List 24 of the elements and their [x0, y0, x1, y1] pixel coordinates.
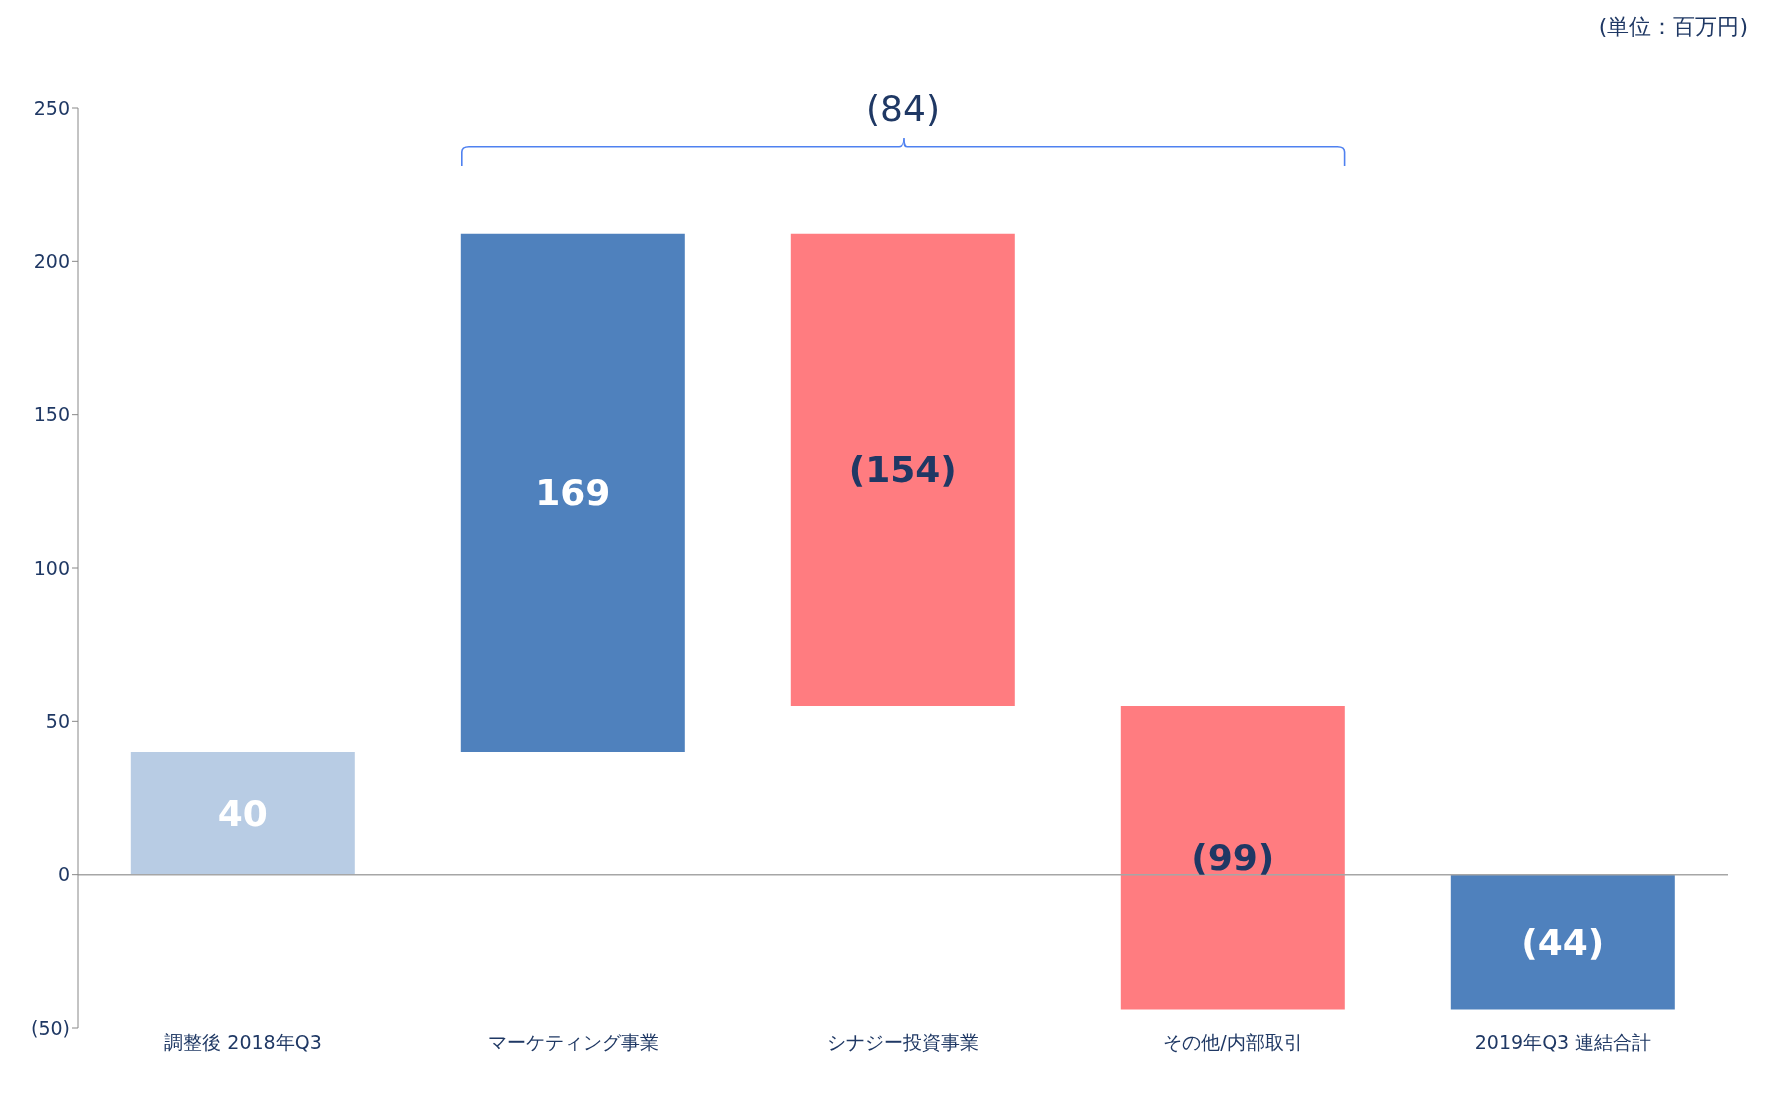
bar [1120, 706, 1345, 1010]
y-tick-label: 250 [33, 96, 70, 119]
annotation: (84) [865, 88, 941, 129]
x-tick-label: 2019年Q3 連結合計 [1474, 1031, 1652, 1054]
x-tick-label: マーケティング事業 [487, 1031, 659, 1054]
x-tick-label: その他/内部取引 [1163, 1031, 1303, 1054]
y-tick-label: 150 [33, 403, 70, 426]
data-label: (154) [848, 449, 957, 491]
data-label: 169 [535, 472, 611, 514]
x-tick-label: 調整後 2018年Q3 [164, 1031, 322, 1054]
text: (単位：百万円) [1598, 13, 1748, 41]
data-label: (44) [1521, 921, 1605, 963]
bar [130, 752, 355, 875]
data-label: 40 [217, 792, 268, 834]
y-tick-label: 100 [33, 556, 70, 579]
x-tick-label: シナジー投資事業 [827, 1031, 979, 1054]
y-tick-label: (50) [30, 1016, 70, 1039]
bar [1450, 874, 1675, 1010]
y-tick-label: 200 [33, 250, 70, 273]
bar [790, 233, 1015, 706]
y-tick-label: 50 [45, 710, 70, 733]
y-tick-label: 0 [57, 863, 70, 886]
bar [460, 233, 685, 752]
data-label: (99) [1191, 837, 1275, 879]
